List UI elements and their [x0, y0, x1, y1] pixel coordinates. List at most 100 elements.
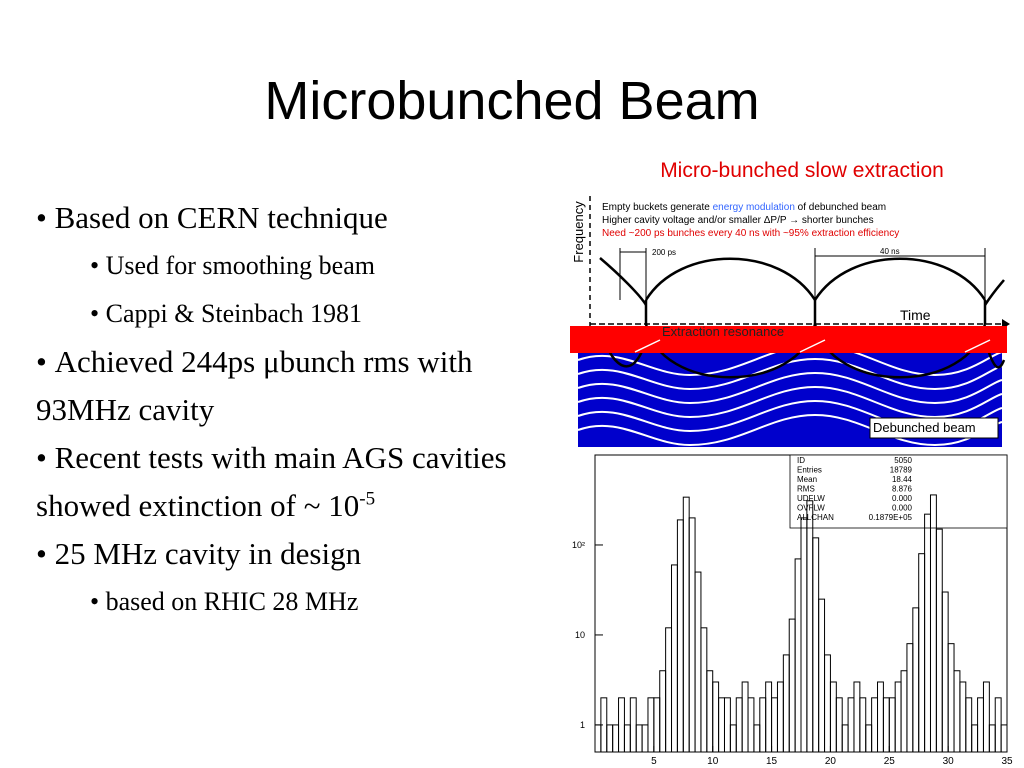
y-tick-label: 10² [572, 540, 585, 550]
beam-lines [577, 343, 1003, 447]
stat-name: OVFLW [797, 504, 825, 513]
bar [682, 496, 690, 753]
bar [971, 724, 979, 753]
beam-label-box [869, 417, 999, 439]
bar [900, 670, 908, 753]
bar [959, 681, 967, 753]
stat-value: 0.1879E+05 [869, 513, 913, 522]
stat-name: UDFLW [797, 494, 825, 503]
bar [671, 564, 678, 753]
beam-label: Debunched beam [873, 420, 976, 435]
bar [800, 517, 808, 753]
stat-value: 18.44 [892, 475, 913, 484]
bar [676, 519, 684, 753]
bar [824, 654, 831, 753]
bullet: Cappi & Steinbach 1981 [36, 290, 536, 338]
bullet-text: 25 MHz cavity in design [54, 536, 362, 571]
bar [729, 724, 737, 753]
bar [871, 697, 879, 753]
bullet: Recent tests with main AGS cavities show… [36, 434, 536, 530]
stat-name: Mean [797, 475, 817, 484]
bullet-text: Based on CERN technique [54, 200, 388, 235]
x-tick-label: 30 [943, 756, 955, 767]
bar [765, 681, 773, 753]
bar [706, 670, 714, 753]
bullet: based on RHIC 28 MHz [36, 578, 536, 626]
y-tick-label: 10 [575, 630, 585, 640]
x-tick-label: 10 [707, 756, 719, 767]
resonance-label: Extraction resonance [662, 324, 784, 339]
bar [988, 724, 996, 753]
bar [659, 670, 667, 753]
bar [759, 697, 767, 753]
bar [741, 681, 749, 753]
bar [629, 697, 637, 753]
bar [623, 724, 631, 753]
bullet-text: Used for smoothing beam [105, 251, 375, 280]
bar [877, 681, 884, 753]
x-tick-label: 5 [651, 756, 657, 767]
bar [735, 697, 743, 753]
bar [847, 697, 855, 753]
bar [935, 528, 943, 753]
bar [894, 681, 902, 753]
bar [612, 724, 620, 753]
stat-name: ID [797, 456, 805, 465]
bar [747, 697, 755, 753]
bar [794, 558, 802, 753]
bar [635, 724, 643, 753]
note: Higher cavity voltage and/or smaller ΔP/… [602, 215, 874, 226]
x-tick-label: 20 [825, 756, 837, 767]
bar [865, 724, 873, 753]
bullet: Used for smoothing beam [36, 242, 536, 290]
period-label: 40 ns [880, 247, 900, 256]
bullet-text: Recent tests with main AGS cavities show… [36, 440, 507, 523]
bar [665, 627, 673, 753]
note: Need ~200 ps bunches every 40 ns with ~9… [602, 228, 899, 239]
slide-title: Microbunched Beam [264, 71, 760, 131]
bar [906, 643, 914, 753]
bar [688, 517, 696, 753]
bar [982, 681, 990, 753]
extraction-arrows [634, 339, 991, 353]
bar [712, 681, 720, 753]
stat-value: 5050 [894, 456, 912, 465]
bar [918, 553, 926, 753]
bar [618, 697, 625, 753]
bar [853, 681, 861, 753]
bar [965, 697, 973, 753]
bar [924, 513, 931, 753]
bar [594, 724, 602, 753]
superscript: -5 [359, 488, 376, 510]
stat-value: 18789 [890, 466, 913, 475]
bar [700, 627, 708, 753]
bar [829, 681, 837, 753]
bar [818, 598, 826, 753]
histogram: 5 10 15 20 25 30 35 1 10 10² ID 5050 Entries 18789 Mea… [572, 456, 1013, 767]
y-label: Frequency [571, 201, 586, 263]
bar [888, 697, 896, 753]
bar [782, 654, 790, 753]
bar [641, 724, 649, 753]
bar [953, 670, 961, 753]
stats-box [789, 454, 1008, 529]
bar [977, 697, 984, 753]
bar [647, 697, 655, 753]
width-markers [619, 248, 986, 300]
bar [859, 697, 867, 753]
bar [912, 607, 920, 753]
note-part: energy modulation [713, 202, 795, 213]
bullet-list: Based on CERN technique Used for smoothin… [36, 194, 536, 626]
x-tick-label: 15 [766, 756, 778, 767]
resonance-bar [570, 326, 1007, 353]
bar [653, 697, 661, 753]
bar [882, 697, 890, 753]
bullet: 25 MHz cavity in design [36, 530, 536, 578]
y-tick-label: 1 [580, 720, 585, 730]
bar [812, 537, 820, 753]
bullet-text: based on RHIC 28 MHz [105, 587, 359, 616]
bar [723, 697, 731, 753]
bar [771, 697, 778, 753]
